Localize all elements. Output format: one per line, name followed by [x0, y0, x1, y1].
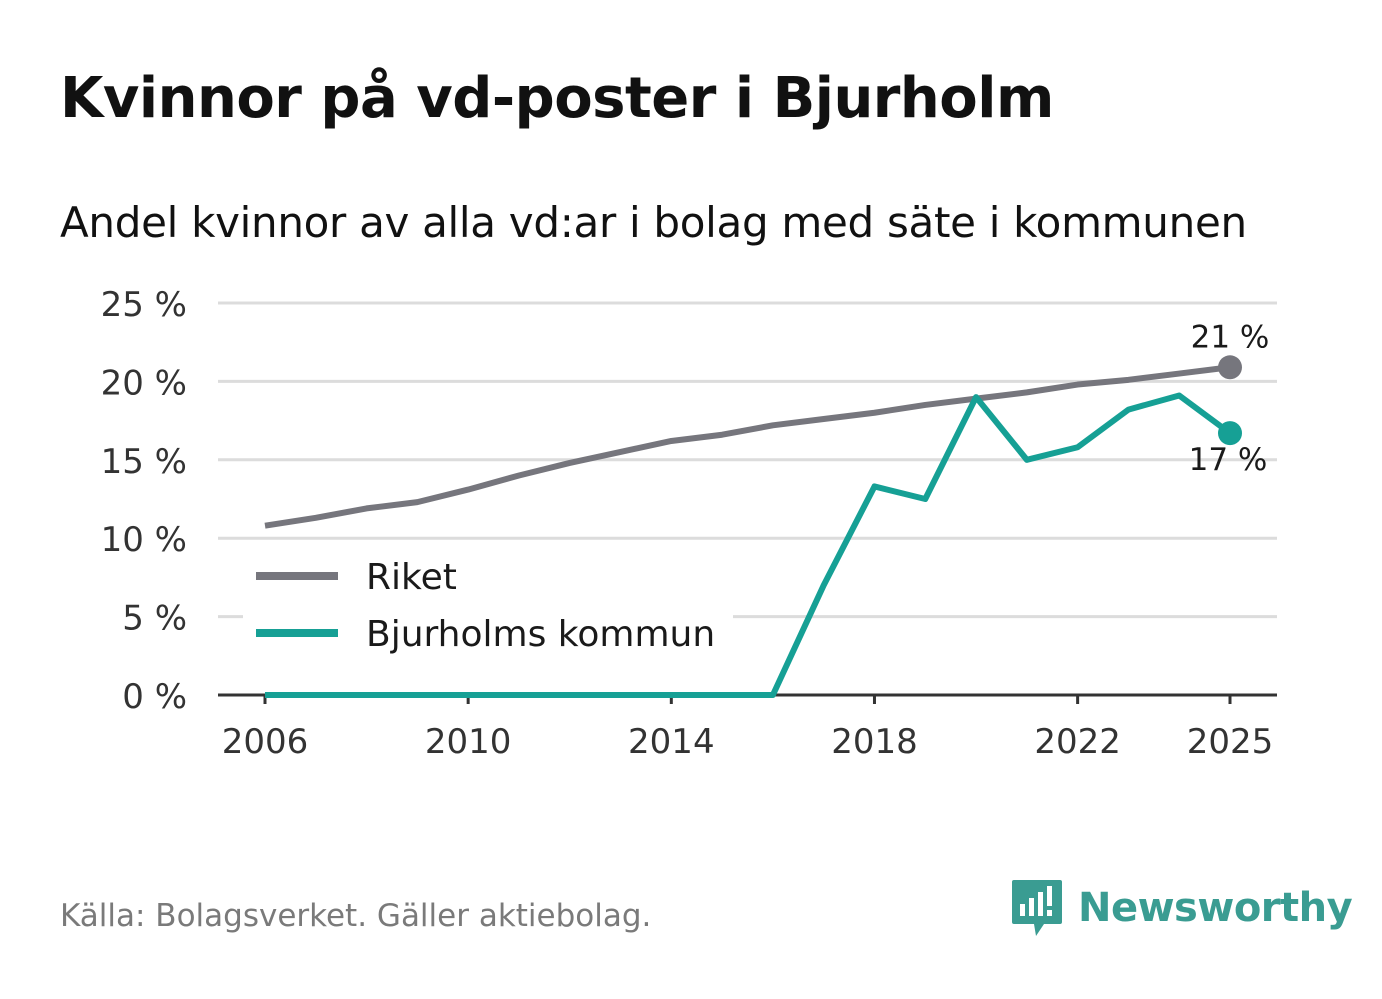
- y-axis-ticks: 0 % 5 % 10 % 15 % 20 % 25 %: [101, 285, 187, 717]
- series-line-riket: [264, 364, 1231, 529]
- series-end-marker: [1218, 421, 1242, 446]
- source-note: Källa: Bolagsverket. Gäller aktiebolag.: [60, 898, 652, 934]
- y-tick-label: 5 %: [122, 599, 187, 639]
- newsworthy-logo-icon: [1012, 880, 1062, 936]
- y-tick-label: 15 %: [101, 442, 187, 482]
- brand-name: Newsworthy: [1078, 885, 1353, 931]
- legend-label: Bjurholms kommun: [366, 614, 715, 655]
- legend: Riket Bjurholms kommun: [243, 548, 733, 666]
- x-tick-label: 2006: [222, 722, 309, 762]
- y-tick-label: 10 %: [101, 520, 187, 560]
- y-tick-label: 25 %: [101, 285, 187, 325]
- series: [264, 355, 1242, 698]
- end-label-bjurholm: 17 %: [1189, 442, 1268, 478]
- series-end-marker: [1218, 355, 1242, 380]
- newsworthy-logo: Newsworthy: [1010, 878, 1353, 938]
- x-tick-label: 2018: [831, 722, 918, 762]
- x-tick-label: 2010: [425, 722, 512, 762]
- x-tick-label: 2022: [1034, 722, 1121, 762]
- chart-subtitle: Andel kvinnor av alla vd:ar i bolag med …: [60, 198, 1247, 247]
- legend-label: Riket: [366, 557, 457, 598]
- y-tick-label: 20 %: [101, 363, 187, 403]
- x-axis-ticks: 2006 2010 2014 2018 2022 2025: [218, 693, 1277, 762]
- x-tick-label: 2014: [628, 722, 715, 762]
- x-tick-label: 2025: [1187, 722, 1274, 762]
- y-tick-label: 0 %: [122, 677, 187, 717]
- end-labels: 21 % 17 %: [1189, 319, 1270, 478]
- series-line-bjurholm: [265, 392, 1232, 698]
- chart-title: Kvinnor på vd-poster i Bjurholm: [60, 66, 1054, 131]
- legend-background: [243, 548, 733, 666]
- end-label-riket: 21 %: [1191, 319, 1270, 355]
